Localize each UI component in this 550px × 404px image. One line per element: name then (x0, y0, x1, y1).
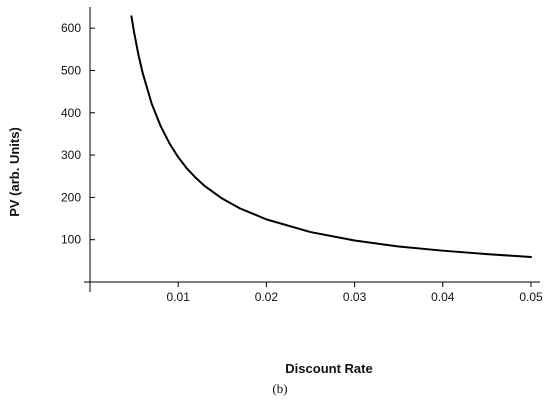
x-tick-label: 0.02 (255, 290, 279, 304)
y-tick-label: 600 (61, 21, 81, 35)
y-tick-label: 200 (61, 190, 81, 204)
x-tick-label: 0.04 (431, 290, 455, 304)
y-tick-label: 300 (61, 148, 81, 162)
x-axis-title: Discount Rate (285, 361, 372, 376)
series-layer (130, 15, 532, 259)
axes (84, 7, 540, 292)
series-line (130, 15, 532, 259)
x-tick-label: 0.03 (343, 290, 367, 304)
y-axis-title: PV (arb. Units) (7, 127, 22, 217)
y-tick-label: 400 (61, 106, 81, 120)
x-tick-label: 0.01 (167, 290, 191, 304)
y-tick-label: 500 (61, 63, 81, 77)
x-tick-label: 0.05 (519, 290, 543, 304)
ticks: 0.01 0.02 0.03 0.04 0.05 100 200 300 400 500 600 (61, 21, 543, 304)
figure-caption: (b) (272, 381, 287, 396)
y-tick-label: 100 (61, 233, 81, 247)
